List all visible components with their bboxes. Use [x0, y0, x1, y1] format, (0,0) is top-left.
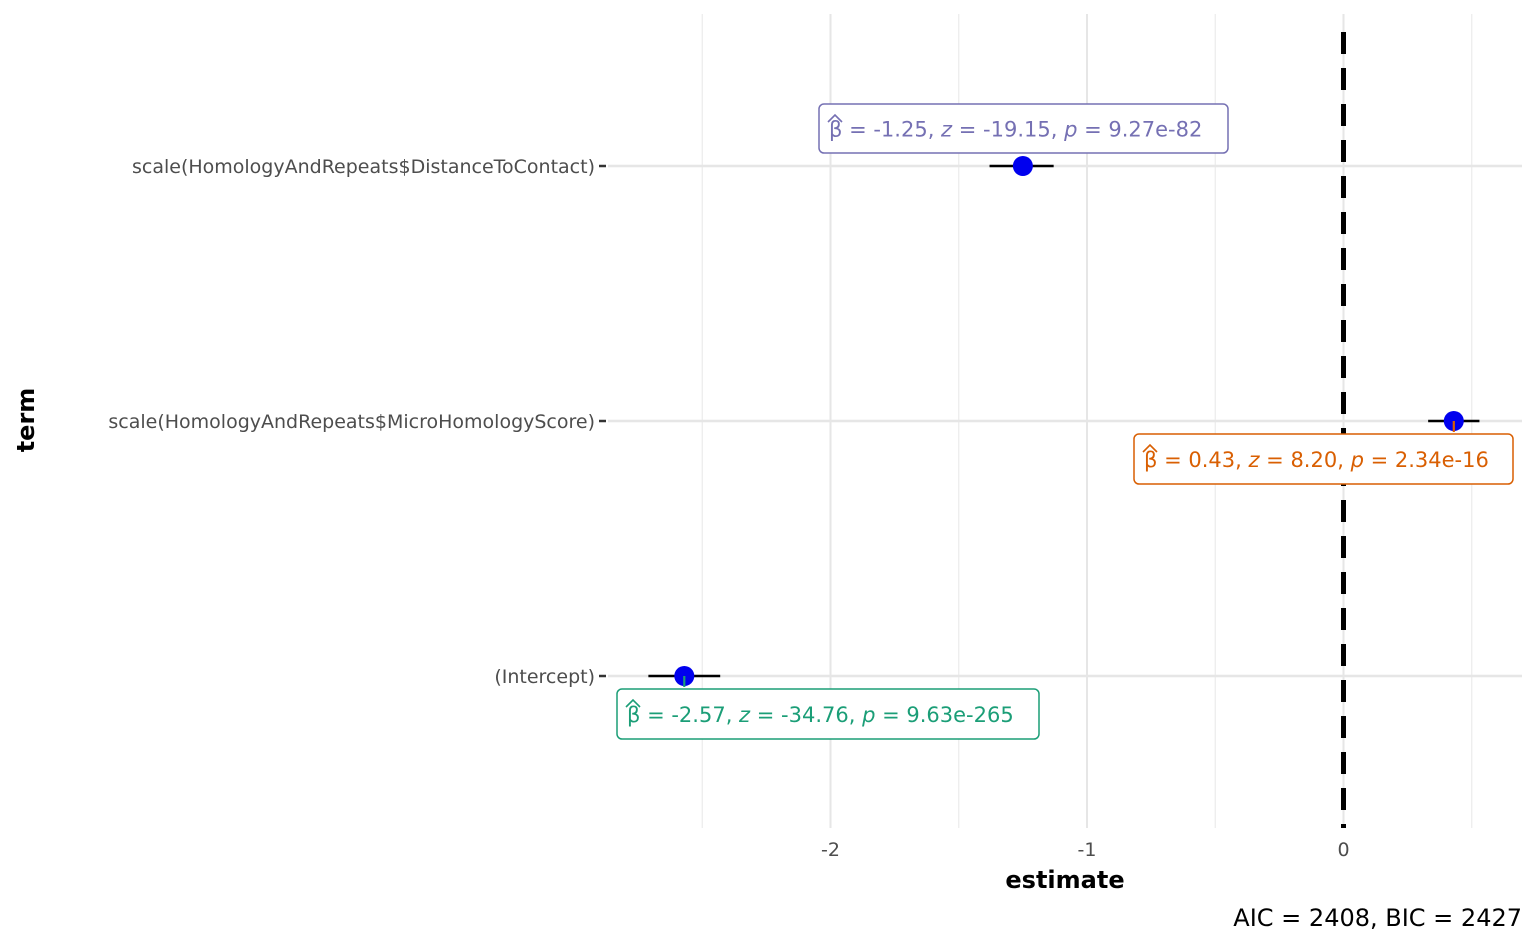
beta-value: = 0.43,: [1157, 448, 1248, 472]
x-axis-title: estimate: [1005, 866, 1124, 894]
y-tick-label: (Intercept): [494, 666, 595, 688]
beta-value: = -2.57,: [640, 703, 739, 727]
beta-hat-icon: [1142, 443, 1158, 453]
annotations: β = -1.25, z = -19.15, p = 9.27e-82β = 0…: [616, 103, 1514, 740]
x-tick-label: -2: [821, 839, 840, 861]
axes: -2 -1 0 scale(HomologyAndRepeats$DistanceTo…: [108, 156, 1349, 861]
p-symbol: p: [861, 703, 875, 727]
estimate-point: [1012, 156, 1033, 176]
estimate-label-box: [818, 103, 1229, 154]
beta-symbol: β: [627, 703, 640, 727]
z-symbol: z: [1247, 448, 1260, 472]
p-value: = 9.27e-82: [1077, 118, 1202, 142]
x-tick-label: -1: [1078, 839, 1097, 861]
p-symbol: p: [1063, 118, 1077, 142]
estimate-label: β = -2.57, z = -34.76, p = 9.63e-265: [616, 688, 1040, 740]
estimate-label-box: [1133, 433, 1514, 485]
beta-value: = -1.25,: [842, 118, 941, 142]
z-symbol: z: [940, 118, 953, 142]
x-tick-label: 0: [1337, 839, 1349, 861]
beta-symbol: β: [1144, 448, 1157, 472]
y-tick-label: scale(HomologyAndRepeats$DistanceToConta…: [132, 156, 595, 178]
estimate-label: β = -1.25, z = -19.15, p = 9.27e-82: [818, 103, 1229, 154]
beta-hat-icon: [625, 698, 641, 708]
estimate-label-text: β = -2.57, z = -34.76, p = 9.63e-265: [627, 703, 1014, 727]
beta-hat-icon: [827, 113, 843, 123]
z-value: = -19.15,: [952, 118, 1064, 142]
p-symbol: p: [1350, 448, 1364, 472]
estimate-label-text: β = -1.25, z = -19.15, p = 9.27e-82: [829, 118, 1202, 142]
model-fit-caption: AIC = 2408, BIC = 2427: [1233, 904, 1522, 932]
p-value: = 2.34e-16: [1364, 448, 1489, 472]
y-tick-label: scale(HomologyAndRepeats$MicroHomologySc…: [108, 411, 595, 433]
estimate-label: β = 0.43, z = 8.20, p = 2.34e-16: [1133, 433, 1514, 485]
beta-symbol: β: [829, 118, 842, 142]
y-axis-title: term: [12, 388, 40, 453]
estimate-label-box: [616, 688, 1040, 740]
estimate-label-text: β = 0.43, z = 8.20, p = 2.34e-16: [1144, 448, 1489, 472]
z-value: = 8.20,: [1260, 448, 1351, 472]
z-symbol: z: [738, 703, 751, 727]
z-value: = -34.76,: [750, 703, 862, 727]
p-value: = 9.63e-265: [875, 703, 1013, 727]
